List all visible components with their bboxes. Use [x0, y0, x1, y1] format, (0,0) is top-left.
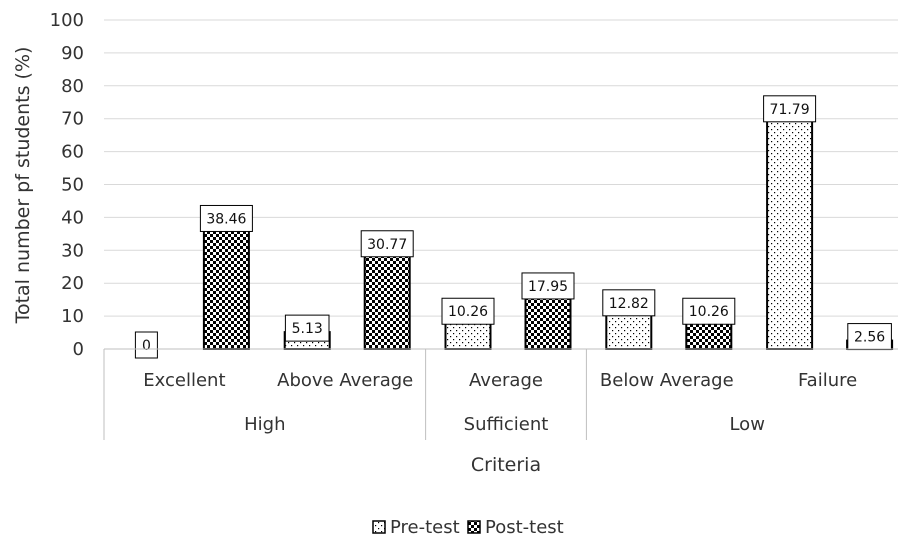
group-label: Low	[729, 414, 764, 435]
data-label: 17.95	[528, 279, 568, 295]
legend-label: Pre-test	[390, 517, 460, 538]
data-label: 12.82	[609, 296, 649, 312]
y-tick-label: 10	[61, 306, 84, 327]
data-label-box	[763, 95, 817, 123]
y-tick-label: 20	[61, 273, 84, 294]
y-tick-label: 40	[61, 207, 84, 228]
bar-post-test	[363, 246, 411, 350]
data-label-box	[847, 323, 892, 351]
group-label: Sufficient	[464, 414, 549, 435]
y-tick-label: 100	[50, 10, 84, 31]
data-label: 10.26	[448, 304, 488, 320]
data-label: 10.26	[689, 304, 729, 320]
y-tick-label: 30	[61, 240, 84, 261]
data-label-box	[602, 289, 656, 317]
data-label-box	[441, 297, 495, 325]
data-label-box	[284, 314, 330, 342]
bars	[202, 111, 894, 351]
data-label: 38.46	[206, 211, 246, 227]
category-label: Below Average	[600, 370, 734, 391]
x-axis: Excellent Above Average Average Below Avera…	[103, 348, 898, 440]
legend-swatch	[467, 520, 481, 534]
y-axis-title: Total number pf students (%)	[12, 47, 34, 325]
category-label: Average	[469, 370, 543, 391]
legend-label: Post-test	[485, 517, 564, 538]
data-label-box	[199, 204, 253, 232]
y-tick-label: 80	[61, 76, 84, 97]
data-label: 30.77	[367, 237, 407, 253]
data-label: 5.13	[292, 321, 323, 337]
data-label: 0	[142, 338, 151, 354]
data-label-box	[360, 230, 414, 258]
group-label: High	[244, 414, 285, 435]
data-label: 71.79	[770, 102, 810, 118]
category-label: Excellent	[143, 370, 225, 391]
y-tick-label: 70	[61, 109, 84, 130]
bar-pre-test	[766, 111, 814, 350]
y-tick-label: 50	[61, 175, 84, 196]
data-label-box	[521, 272, 575, 300]
data-label: 2.56	[854, 330, 885, 346]
data-labels: 0 5.13 10.26 12.82 71.79 38.46 30.77 17.95 10.26…	[134, 95, 892, 359]
bar-post-test	[524, 288, 572, 350]
legend-swatch	[372, 520, 386, 534]
category-label: Above Average	[277, 370, 413, 391]
y-axis-ticks: 0 10 20 30 40 50 60 70 80 90 100	[50, 10, 84, 360]
y-tick-label: 60	[61, 142, 84, 163]
x-axis-title: Criteria	[471, 454, 541, 476]
category-label: Failure	[798, 370, 857, 391]
data-label-box	[682, 297, 736, 325]
bar-post-test	[202, 221, 250, 350]
y-tick-label: 0	[73, 339, 84, 360]
data-label-box	[134, 331, 158, 359]
legend: Pre-test Post-test	[372, 517, 564, 538]
y-tick-label: 90	[61, 43, 84, 64]
